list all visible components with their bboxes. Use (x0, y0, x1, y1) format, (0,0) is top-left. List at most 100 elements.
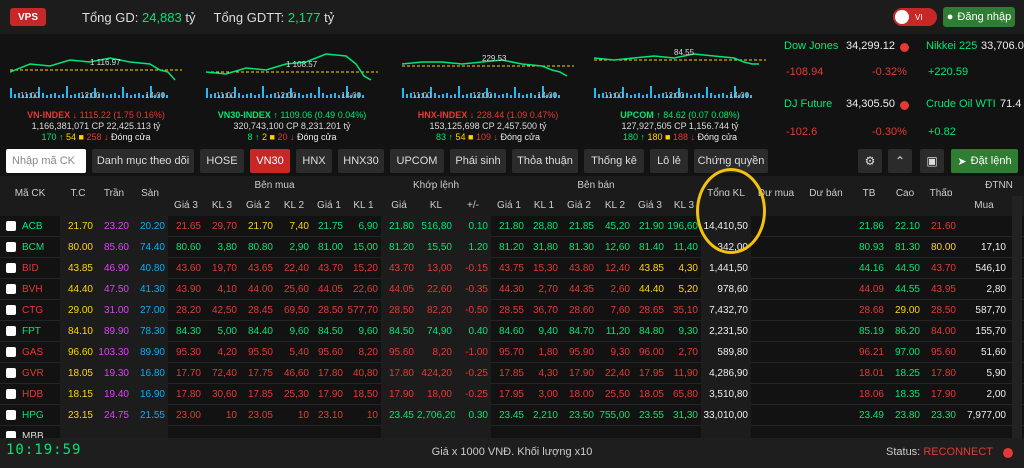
cell-thap: 43.70 (930, 263, 956, 274)
cell-cao: 18.25 (894, 368, 920, 379)
cell-sk3: 196,60 (667, 221, 698, 232)
cell-sg1: 28.55 (498, 305, 524, 316)
cell-pm: 0.10 (455, 216, 491, 237)
cell-bk1: 8,20 (358, 347, 378, 358)
tab-negotiated[interactable]: Thỏa thuận (512, 149, 578, 173)
gear-icon[interactable]: ⚙ (858, 149, 882, 173)
row-symbol[interactable]: BID (22, 263, 39, 274)
table-row[interactable]: BID 43.85 46.90 40.80 43.60 19,70 43.65 22,40 43… (0, 258, 1024, 279)
row-checkbox[interactable] (6, 368, 16, 378)
monitor-icon[interactable]: ▣ (920, 149, 944, 173)
tab-derivatives[interactable]: Phái sinh (450, 149, 506, 173)
table-row[interactable]: CTG 29.00 31.00 27.00 28.20 42,50 28.45 69,50 28… (0, 300, 1024, 321)
row-checkbox[interactable] (6, 389, 16, 399)
table-row[interactable]: MBB (0, 426, 1024, 438)
table-row[interactable]: BCM 80.00 85.60 74.40 80.60 3,80 80.80 2,90 81.0… (0, 237, 1024, 258)
cell-bk1: 22,60 (352, 284, 378, 295)
table-sub-header: Giá 3 KL 3 Giá 2 KL 2 Giá 1 KL 1 Giá KL +/- Giá 1… (0, 196, 1024, 216)
svg-text:12:00: 12:00 (472, 91, 493, 100)
cell-kl: 18,00 (417, 384, 455, 405)
cell-bk1: 9,60 (358, 326, 378, 337)
row-symbol[interactable]: FPT (22, 326, 41, 337)
table-row[interactable]: FPT 84.10 89.90 78.30 84.30 5,00 84.40 9,60 84.5… (0, 321, 1024, 342)
cell-pm: -0.35 (455, 279, 491, 300)
table-row[interactable]: HPG 23.15 24.75 21.55 23.00 10 23.05 10 23.10 10 2… (0, 405, 1024, 426)
cell-tong: 33,010,00 (701, 405, 751, 426)
svg-text:11:00: 11:00 (20, 91, 40, 100)
login-button[interactable]: ● Đăng nhập (943, 7, 1015, 27)
cell-bg2: 84.40 (247, 326, 273, 337)
row-symbol[interactable]: HPG (22, 410, 44, 421)
table-row[interactable]: BVH 44.40 47.50 41.30 43.90 4,10 44.00 25,60 44.… (0, 279, 1024, 300)
row-symbol[interactable]: BVH (22, 284, 43, 295)
cell-gia: 44.05 (381, 279, 417, 300)
tab-odd-lot[interactable]: Lô lẻ (650, 149, 688, 173)
cell-sk2: 9,30 (610, 347, 630, 358)
row-symbol[interactable]: GAS (22, 347, 44, 358)
tab-hnx[interactable]: HNX (296, 149, 332, 173)
row-checkbox[interactable] (6, 221, 16, 231)
cell-bg1: 17.80 (317, 368, 343, 379)
cell-bg3: 84.30 (175, 326, 201, 337)
index-headline: VN30-INDEX ↑ 1109.06 (0.49 0.04%) (217, 110, 367, 120)
place-order-button[interactable]: ➤ Đặt lệnh (951, 149, 1018, 173)
cell-bg2: 23.05 (247, 410, 273, 421)
tab-hnx30[interactable]: HNX30 (338, 149, 384, 173)
cell-gia: 84.50 (381, 321, 417, 342)
cell-sk2: 25,50 (604, 389, 630, 400)
tab-hose[interactable]: HOSE (200, 149, 244, 173)
row-checkbox[interactable] (6, 284, 16, 294)
col-symbol[interactable]: Mã CK (14, 188, 46, 199)
table-row[interactable]: GAS 96.60 103.30 89.90 95.30 4,20 95.50 5,40 95.… (0, 342, 1024, 363)
table-group-header: Mã CK T.C Trần Sàn Bên mua Khớp lệnh Bên… (0, 176, 1024, 199)
cell-tran: 24.75 (96, 405, 132, 426)
tab-vn30[interactable]: VN30 (250, 149, 290, 173)
world-row-changes: -108.94 -0.32% +220.59 (778, 66, 1018, 82)
table-scrollbar[interactable] (1012, 196, 1022, 438)
symbol-search-input[interactable]: Nhập mã CK (6, 149, 86, 173)
row-checkbox[interactable] (6, 263, 16, 273)
row-checkbox[interactable] (6, 305, 16, 315)
col-sk2: KL 2 (604, 200, 626, 211)
index-card-hnx-index[interactable]: 229.53 11:00 12:00 14:00 HNX-INDEX ↓ 228… (392, 34, 584, 146)
row-checkbox[interactable] (6, 242, 16, 252)
cell-bg1: 17.90 (317, 389, 343, 400)
row-symbol[interactable]: MBB (22, 431, 44, 438)
cell-cao: 81.30 (894, 242, 920, 253)
index-card-upcom[interactable]: 84.55 11:00 12:00 14:00 UPCOM ↑ 84.62 (0… (584, 34, 776, 146)
cell-tran: 85.60 (96, 237, 132, 258)
index-card-vn-index[interactable]: 1 116.97 11:00 12:00 14:00 VN-INDEX ↓ 11… (0, 34, 192, 146)
cell-bg3: 80.60 (175, 242, 201, 253)
cell-tc: 80.00 (60, 237, 96, 258)
brand-logo[interactable]: VPS (10, 8, 46, 26)
cell-tc: 84.10 (60, 321, 96, 342)
row-symbol[interactable]: HDB (22, 389, 44, 400)
table-row[interactable]: ACB 21.70 23.20 20.20 21.65 29,70 21.70 7,40 21.… (0, 216, 1024, 237)
row-symbol[interactable]: BCM (22, 242, 45, 253)
col-sk3: KL 3 (673, 200, 695, 211)
row-checkbox[interactable] (6, 410, 16, 420)
world-row-djfuture[interactable]: DJ Future 34,305.50 Crude Oil WTI 71.4 (778, 98, 1021, 114)
cell-sk2: 22,40 (604, 368, 630, 379)
row-symbol[interactable]: CTG (22, 305, 44, 316)
col-sg1: Giá 1 (497, 200, 521, 211)
tab-watchlist[interactable]: Danh mục theo dõi (92, 149, 194, 173)
table-row[interactable]: GVR 18.05 19.30 16.80 17.70 72,40 17.75 46,60 17… (0, 363, 1024, 384)
tab-upcom[interactable]: UPCOM (390, 149, 444, 173)
cell-bk3: 29,70 (211, 221, 237, 232)
row-symbol[interactable]: ACB (22, 221, 43, 232)
tab-statistics[interactable]: Thống kê (584, 149, 644, 173)
table-row[interactable]: HDB 18.15 19.40 16.90 17.80 30,60 17.85 25,30 17… (0, 384, 1024, 405)
cell-bg3: 17.80 (175, 389, 201, 400)
cell-tran: 19.40 (96, 384, 132, 405)
market-tabs: Nhập mã CK Danh mục theo dõi HOSE VN30 H… (0, 146, 1024, 176)
row-symbol[interactable]: GVR (22, 368, 44, 379)
row-checkbox[interactable] (6, 326, 16, 336)
cell-thap: 28.50 (930, 305, 956, 316)
row-checkbox[interactable] (6, 347, 16, 357)
world-row-dowjones[interactable]: Dow Jones 34,299.12 Nikkei 225 33,706.0 (778, 40, 1024, 56)
index-card-vn30-index[interactable]: 1 108.57 11:00 12:00 14:00 VN30-INDEX ↑ … (196, 34, 388, 146)
chevron-up-icon[interactable]: ⌃ (888, 149, 912, 173)
row-checkbox[interactable] (6, 431, 16, 438)
language-toggle[interactable]: VI (893, 8, 937, 26)
